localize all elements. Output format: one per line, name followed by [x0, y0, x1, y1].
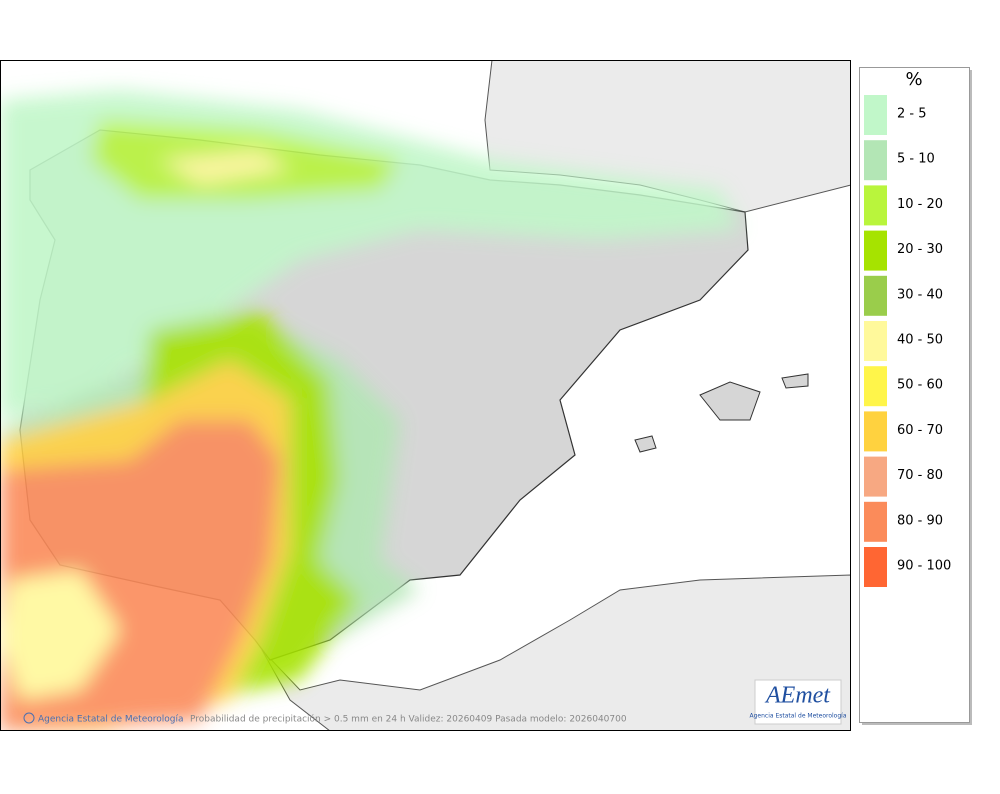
legend-swatch [864, 321, 887, 361]
legend-title: % [905, 69, 922, 90]
legend-swatch [864, 275, 887, 316]
logo-box [754, 679, 842, 725]
logo: AEmet [764, 683, 831, 709]
legend-swatch [864, 456, 887, 497]
legend-swatch [864, 230, 887, 271]
africa [261, 574, 851, 731]
legend-label: 60 - 70 [897, 423, 943, 438]
credit: Agencia Estatal de Meteorología [38, 715, 184, 725]
mallorca [699, 381, 761, 421]
legend-label: 50 - 60 [897, 378, 943, 393]
legend-swatch [864, 140, 887, 181]
legend-items: 2 - 5 5 - 10 10 - 20 20 - 30 30 - 40 40 - 50 5… [864, 95, 951, 587]
ibiza [634, 435, 657, 453]
legend-label: 70 - 80 [897, 468, 943, 483]
legend-label: 80 - 90 [897, 513, 943, 528]
legend-label: 10 - 20 [897, 197, 943, 212]
legend-swatch [864, 411, 887, 452]
legend-swatch [864, 366, 887, 407]
logo-subtitle: Agencia Estatal de Meteorología [750, 713, 847, 720]
legend-swatch [864, 185, 887, 226]
map: AEmet Agencia Estatal de Meteorología Ag… [0, 60, 851, 731]
legend-swatch [864, 547, 887, 587]
legend-label: 20 - 30 [897, 242, 943, 257]
legend-label: 30 - 40 [897, 287, 943, 302]
legend-label: 40 - 50 [897, 333, 943, 348]
caption: Probabilidad de precipitación > 0.5 mm e… [190, 714, 627, 725]
probability-field [0, 90, 740, 731]
legend-label: 2 - 5 [897, 107, 927, 122]
map-frame [0, 60, 851, 731]
legend-swatch [864, 501, 887, 542]
legend-label: 5 - 10 [897, 152, 935, 167]
copyright-icon [23, 712, 35, 724]
legend-label: 90 - 100 [897, 559, 951, 574]
menorca [781, 373, 809, 389]
legend-swatch [864, 95, 887, 135]
